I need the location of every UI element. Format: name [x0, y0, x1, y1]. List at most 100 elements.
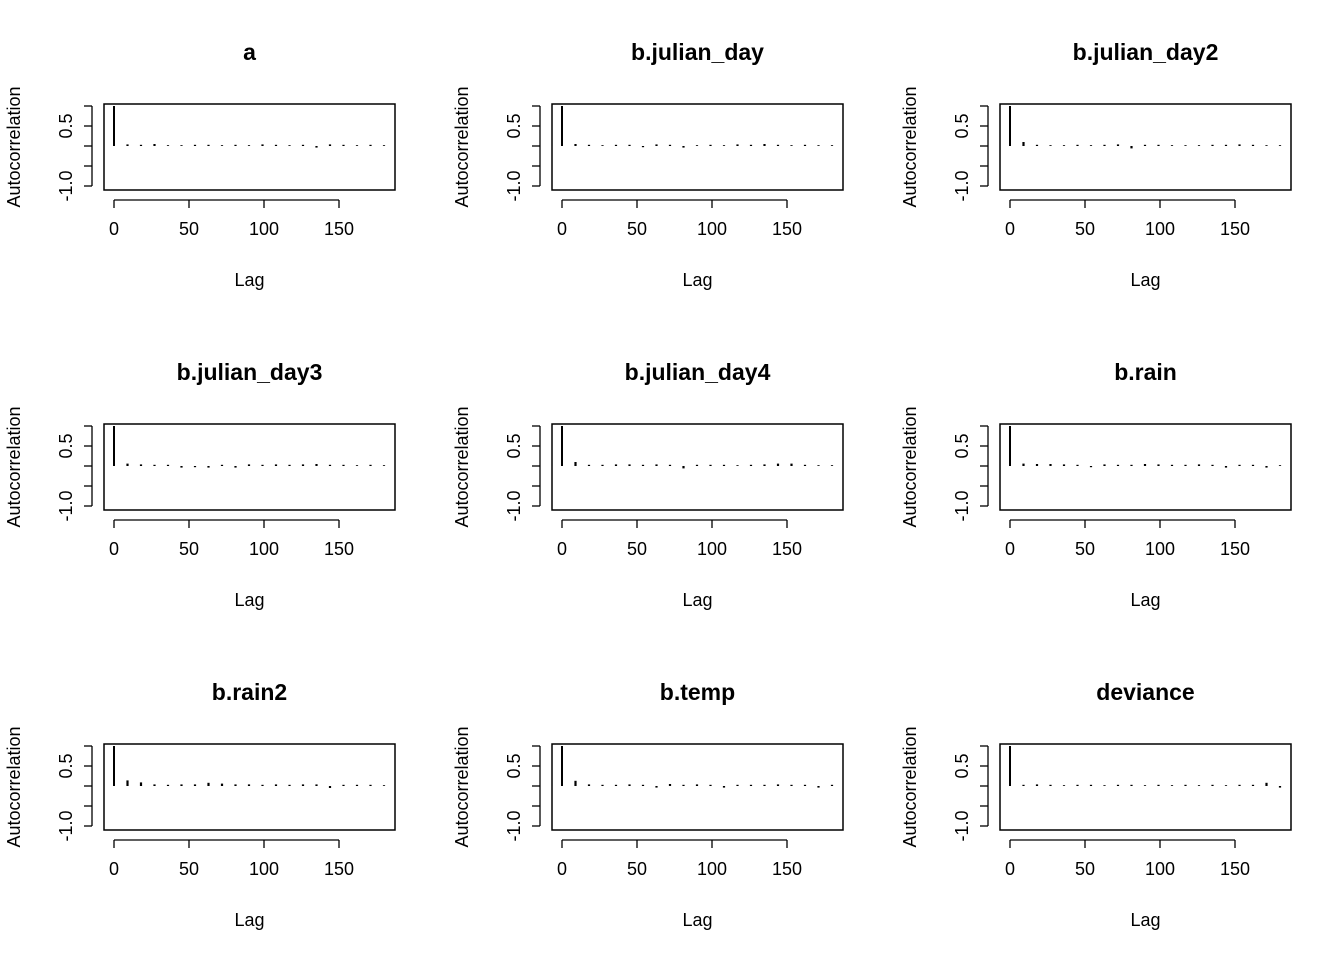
y-tick-label: -1.0 [952, 810, 972, 841]
x-tick-label: 50 [627, 859, 647, 879]
acf-panel-4: b.julian_day4 0 50 100 150 -1.0 0.5 Lag Autocorr… [452, 359, 844, 610]
plot-frame [103, 743, 396, 831]
panel-title: b.julian_day2 [1073, 39, 1219, 65]
x-tick-label: 100 [697, 219, 727, 239]
y-tick-label: 0.5 [504, 433, 524, 458]
x-axis-label: Lag [682, 910, 712, 930]
x-tick-label: 0 [109, 219, 119, 239]
x-tick-label: 150 [1220, 859, 1250, 879]
panel-title: deviance [1096, 679, 1194, 705]
y-tick-label: 0.5 [504, 113, 524, 138]
acf-panel-2: b.julian_day2 0 50 100 150 -1.0 0.5 Lag Autocorr… [900, 39, 1292, 290]
x-axis-label: Lag [1130, 270, 1160, 290]
y-tick-label: 0.5 [504, 753, 524, 778]
x-axis-label: Lag [682, 590, 712, 610]
x-tick-label: 0 [109, 539, 119, 559]
x-tick-label: 100 [697, 539, 727, 559]
x-tick-label: 0 [1005, 539, 1015, 559]
x-tick-label: 50 [179, 219, 199, 239]
panel-title: b.julian_day [631, 39, 764, 65]
plot-frame [551, 103, 844, 191]
x-axis-label: Lag [234, 270, 264, 290]
plot-frame [103, 103, 396, 191]
y-axis-label: Autocorrelation [900, 406, 920, 527]
y-tick-label: -1.0 [952, 170, 972, 201]
x-axis-label: Lag [234, 910, 264, 930]
panel-title: b.rain [1114, 359, 1177, 385]
panel-title: b.julian_day4 [625, 359, 771, 385]
y-axis-label: Autocorrelation [452, 86, 472, 207]
x-tick-label: 0 [557, 219, 567, 239]
x-axis-label: Lag [1130, 910, 1160, 930]
x-tick-label: 150 [1220, 539, 1250, 559]
x-tick-label: 150 [772, 859, 802, 879]
x-tick-label: 0 [557, 539, 567, 559]
x-tick-label: 50 [179, 859, 199, 879]
x-tick-label: 150 [324, 859, 354, 879]
x-tick-label: 0 [557, 859, 567, 879]
panel-title: b.temp [660, 679, 735, 705]
plot-frame [999, 423, 1292, 511]
x-tick-label: 150 [324, 539, 354, 559]
plot-frame [999, 103, 1292, 191]
y-tick-label: 0.5 [56, 433, 76, 458]
x-tick-label: 0 [1005, 219, 1015, 239]
x-tick-label: 100 [249, 859, 279, 879]
x-tick-label: 0 [109, 859, 119, 879]
y-axis-label: Autocorrelation [4, 86, 24, 207]
plot-frame [551, 423, 844, 511]
x-tick-label: 50 [627, 539, 647, 559]
panel-title: a [243, 39, 256, 65]
x-tick-label: 100 [697, 859, 727, 879]
acf-panel-3: b.julian_day3 0 50 100 150 -1.0 0.5 Lag Autocorr… [4, 359, 396, 610]
panel-title: b.julian_day3 [177, 359, 323, 385]
y-axis-label: Autocorrelation [4, 726, 24, 847]
acf-panel-8: deviance 0 50 100 150 -1.0 0.5 Lag Autocorrelati… [900, 679, 1292, 930]
y-axis-label: Autocorrelation [452, 726, 472, 847]
y-tick-label: -1.0 [504, 810, 524, 841]
acf-panel-7: b.temp 0 50 100 150 -1.0 0.5 Lag Autocorrelation [452, 679, 844, 930]
y-axis-label: Autocorrelation [4, 406, 24, 527]
acf-panel-0: a 0 50 100 150 -1.0 0.5 Lag Autocorrelation [4, 39, 396, 290]
x-tick-label: 150 [772, 539, 802, 559]
x-axis-label: Lag [234, 590, 264, 610]
x-tick-label: 50 [1075, 539, 1095, 559]
y-tick-label: -1.0 [56, 810, 76, 841]
x-tick-label: 100 [1145, 859, 1175, 879]
x-tick-label: 100 [249, 219, 279, 239]
x-axis-label: Lag [682, 270, 712, 290]
acf-panel-5: b.rain 0 50 100 150 -1.0 0.5 Lag Autocorrelation [900, 359, 1292, 610]
y-tick-label: 0.5 [952, 753, 972, 778]
y-axis-label: Autocorrelation [900, 726, 920, 847]
x-tick-label: 50 [1075, 219, 1095, 239]
panel-title: b.rain2 [212, 679, 287, 705]
y-tick-label: 0.5 [952, 113, 972, 138]
x-tick-label: 100 [249, 539, 279, 559]
x-tick-label: 50 [1075, 859, 1095, 879]
plot-frame [103, 423, 396, 511]
y-tick-label: 0.5 [56, 753, 76, 778]
y-tick-label: 0.5 [952, 433, 972, 458]
x-tick-label: 0 [1005, 859, 1015, 879]
x-tick-label: 150 [1220, 219, 1250, 239]
acf-panel-1: b.julian_day 0 50 100 150 -1.0 0.5 Lag Autocorre… [452, 39, 844, 290]
y-tick-label: -1.0 [56, 170, 76, 201]
x-tick-label: 50 [627, 219, 647, 239]
y-tick-label: -1.0 [952, 490, 972, 521]
y-tick-label: -1.0 [504, 170, 524, 201]
x-tick-label: 50 [179, 539, 199, 559]
acf-panel-6: b.rain2 0 50 100 150 -1.0 0.5 Lag Autocorrelatio… [4, 679, 396, 930]
x-tick-label: 100 [1145, 219, 1175, 239]
y-axis-label: Autocorrelation [900, 86, 920, 207]
x-axis-label: Lag [1130, 590, 1160, 610]
x-tick-label: 150 [772, 219, 802, 239]
y-tick-label: 0.5 [56, 113, 76, 138]
x-tick-label: 100 [1145, 539, 1175, 559]
y-tick-label: -1.0 [56, 490, 76, 521]
y-axis-label: Autocorrelation [452, 406, 472, 527]
plot-frame [999, 743, 1292, 831]
y-tick-label: -1.0 [504, 490, 524, 521]
x-tick-label: 150 [324, 219, 354, 239]
plot-frame [551, 743, 844, 831]
